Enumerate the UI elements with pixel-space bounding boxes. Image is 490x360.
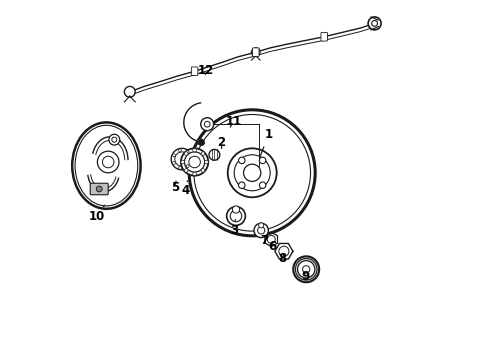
Ellipse shape — [72, 122, 141, 209]
Circle shape — [244, 164, 261, 181]
Circle shape — [185, 152, 205, 172]
Text: 2: 2 — [218, 136, 226, 149]
FancyBboxPatch shape — [192, 67, 198, 76]
Circle shape — [175, 152, 189, 166]
Circle shape — [109, 134, 120, 145]
Circle shape — [209, 149, 220, 160]
Text: 10: 10 — [89, 205, 105, 222]
Circle shape — [193, 172, 196, 176]
Circle shape — [184, 152, 188, 156]
Text: 9: 9 — [301, 270, 310, 283]
Circle shape — [189, 156, 200, 168]
Circle shape — [172, 162, 175, 165]
Circle shape — [194, 114, 311, 231]
Text: 12: 12 — [197, 64, 214, 77]
FancyBboxPatch shape — [321, 32, 327, 41]
Circle shape — [205, 160, 208, 164]
Text: 4: 4 — [181, 181, 190, 197]
Circle shape — [268, 235, 275, 243]
Circle shape — [190, 158, 193, 161]
Text: 8: 8 — [279, 252, 287, 265]
Text: 11: 11 — [225, 115, 242, 128]
Circle shape — [171, 148, 193, 170]
Circle shape — [201, 152, 205, 156]
Circle shape — [254, 223, 269, 238]
Circle shape — [239, 182, 245, 188]
Text: 3: 3 — [230, 220, 238, 237]
Circle shape — [197, 139, 203, 145]
Circle shape — [186, 150, 189, 153]
Circle shape — [172, 154, 175, 157]
Circle shape — [181, 160, 185, 164]
Circle shape — [230, 210, 242, 222]
Circle shape — [251, 48, 260, 57]
Circle shape — [297, 261, 315, 278]
Circle shape — [193, 148, 196, 152]
Circle shape — [279, 246, 289, 256]
Circle shape — [228, 148, 277, 197]
Text: 5: 5 — [171, 181, 179, 194]
Text: 1: 1 — [260, 129, 272, 156]
Circle shape — [181, 148, 208, 176]
Circle shape — [372, 21, 377, 26]
Circle shape — [98, 151, 119, 173]
Ellipse shape — [75, 125, 138, 206]
Circle shape — [201, 118, 214, 131]
Circle shape — [189, 110, 315, 236]
Circle shape — [232, 206, 240, 213]
Circle shape — [259, 182, 266, 188]
Circle shape — [204, 121, 210, 127]
Circle shape — [178, 166, 181, 169]
Circle shape — [258, 227, 265, 234]
Circle shape — [234, 155, 270, 191]
Circle shape — [186, 165, 189, 168]
FancyBboxPatch shape — [90, 183, 108, 195]
FancyBboxPatch shape — [252, 48, 259, 57]
Circle shape — [303, 266, 310, 273]
Circle shape — [293, 256, 319, 282]
Circle shape — [368, 17, 381, 30]
Circle shape — [201, 168, 205, 172]
Circle shape — [184, 168, 188, 172]
Circle shape — [239, 157, 245, 164]
Text: 7: 7 — [260, 234, 268, 247]
Circle shape — [259, 223, 264, 228]
Circle shape — [97, 186, 102, 192]
Circle shape — [259, 157, 266, 164]
Circle shape — [124, 86, 135, 97]
Circle shape — [178, 149, 181, 152]
Text: 6: 6 — [268, 240, 276, 253]
Circle shape — [227, 207, 245, 225]
Circle shape — [102, 156, 114, 168]
Circle shape — [112, 137, 117, 142]
